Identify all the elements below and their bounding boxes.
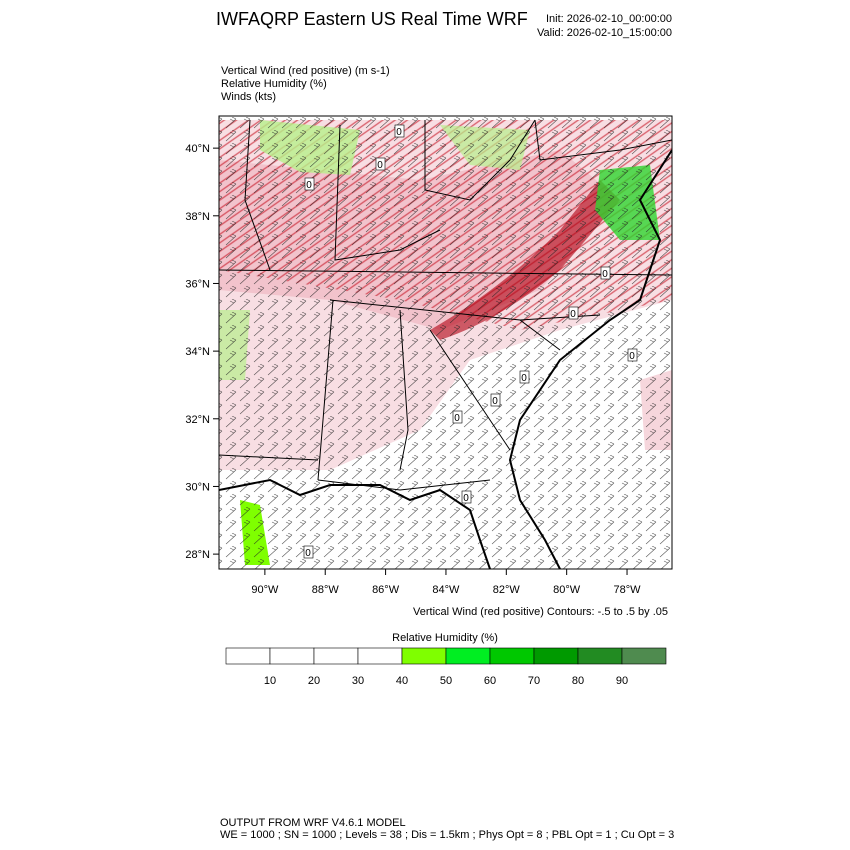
colorbar-label: 40 xyxy=(396,675,408,687)
colorbar-box xyxy=(577,647,623,665)
contour-label: 0 xyxy=(454,413,460,424)
lat-tick-label: 34°N xyxy=(185,346,210,358)
lat-tick-label: 30°N xyxy=(185,481,210,493)
lat-tick-label: 38°N xyxy=(185,211,210,223)
lat-tick-label: 28°N xyxy=(185,549,210,561)
contour-label: 0 xyxy=(521,373,527,384)
contour-label-box xyxy=(304,177,315,191)
lon-tick-label: 78°W xyxy=(614,584,642,596)
colorbar-box xyxy=(401,647,447,665)
field-label: Winds (kts) xyxy=(221,91,276,103)
contour-label-box xyxy=(394,124,405,138)
lat-tick-label: 36°N xyxy=(185,278,210,290)
colorbar-label: 30 xyxy=(352,675,364,687)
title: IWFAQRP Eastern US Real Time WRF xyxy=(216,9,528,29)
contour-label: 0 xyxy=(396,127,402,138)
colorbar-label: 80 xyxy=(572,675,584,687)
colorbar-title: Relative Humidity (%) xyxy=(392,632,498,644)
colorbar-box xyxy=(445,647,491,665)
contour-label-box xyxy=(490,393,501,407)
colorbar-label: 50 xyxy=(440,675,452,687)
contour-label: 0 xyxy=(463,493,469,504)
field-label: Relative Humidity (%) xyxy=(221,78,327,90)
lon-tick-label: 90°W xyxy=(251,584,279,596)
colorbar-box xyxy=(533,647,579,665)
colorbar-box xyxy=(313,647,359,665)
lat-tick-label: 32°N xyxy=(185,414,210,426)
lon-tick-label: 86°W xyxy=(372,584,400,596)
lon-tick-label: 80°W xyxy=(553,584,581,596)
field-label: Vertical Wind (red positive) (m s-1) xyxy=(221,65,390,77)
contour-label: 0 xyxy=(570,309,576,320)
colorbar-box xyxy=(269,647,315,665)
contour-label: 0 xyxy=(305,548,311,559)
contour-label-box xyxy=(568,306,579,320)
contour-label-box xyxy=(519,370,530,384)
colorbar-box xyxy=(225,647,271,665)
lat-tick-label: 40°N xyxy=(185,143,210,155)
footer: OUTPUT FROM WRF V4.6.1 MODEL xyxy=(220,817,406,829)
lon-tick-label: 84°W xyxy=(432,584,460,596)
colorbar-label: 10 xyxy=(264,675,276,687)
map-area xyxy=(219,116,672,569)
footer: WE = 1000 ; SN = 1000 ; Levels = 38 ; Di… xyxy=(220,829,674,841)
contour-label-box xyxy=(627,348,638,362)
contour-label-box xyxy=(461,490,472,504)
contour-label: 0 xyxy=(629,351,635,362)
init-time: Init: 2026-02-10_00:00:00 xyxy=(546,13,672,25)
colorbar-box xyxy=(357,647,403,665)
contour-label-box xyxy=(303,545,314,559)
contour-label: 0 xyxy=(377,160,383,171)
valid-time: Valid: 2026-02-10_15:00:00 xyxy=(537,27,672,39)
lon-tick-label: 88°W xyxy=(312,584,340,596)
contour-label: 0 xyxy=(306,180,312,191)
contour-label-box xyxy=(452,410,463,424)
colorbar-label: 60 xyxy=(484,675,496,687)
colorbar-box xyxy=(621,647,667,665)
colorbar-box xyxy=(489,647,535,665)
contour-note: Vertical Wind (red positive) Contours: -… xyxy=(413,606,668,618)
lon-tick-label: 82°W xyxy=(493,584,521,596)
colorbar-label: 70 xyxy=(528,675,540,687)
contour-label: 0 xyxy=(602,269,608,280)
contour-label-box xyxy=(600,266,611,280)
colorbar-label: 90 xyxy=(616,675,628,687)
contour-label: 0 xyxy=(492,396,498,407)
colorbar-label: 20 xyxy=(308,675,320,687)
contour-label-box xyxy=(375,157,386,171)
